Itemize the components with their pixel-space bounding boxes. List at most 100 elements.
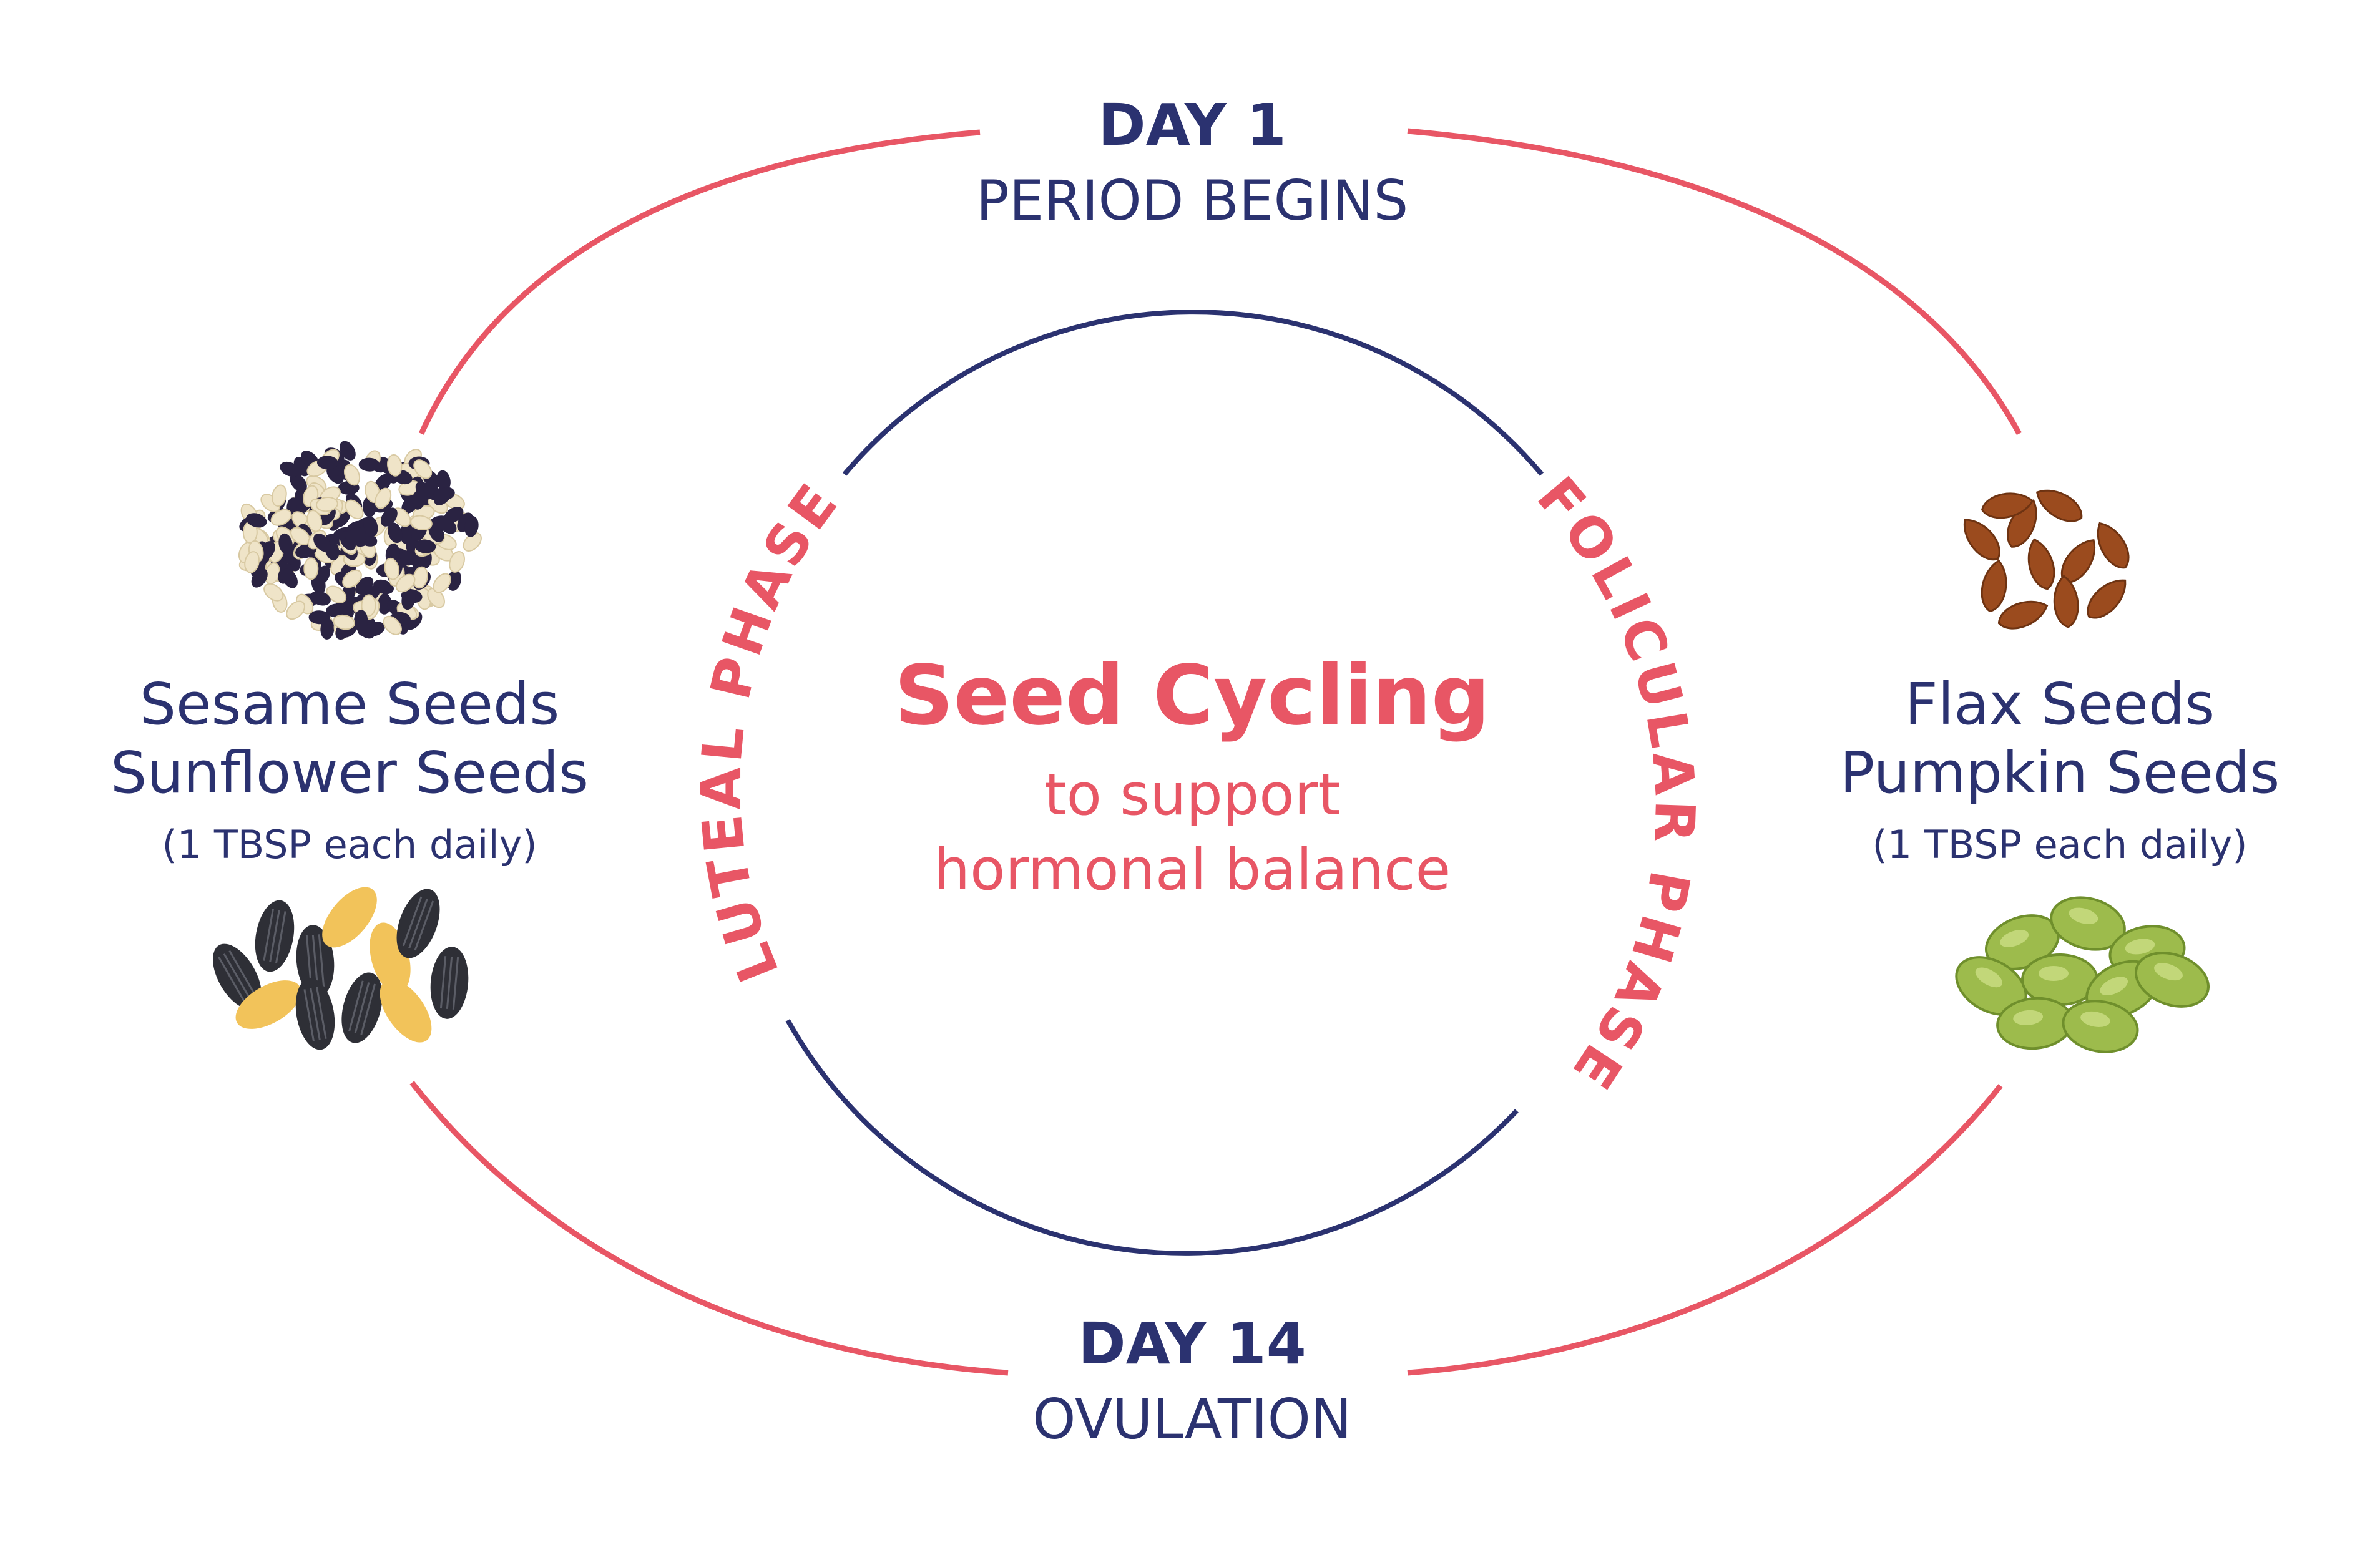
flax-seed bbox=[2087, 579, 2127, 619]
sesame-seed bbox=[413, 459, 433, 479]
sesame-seed bbox=[270, 509, 292, 526]
sesame-seed bbox=[342, 569, 362, 588]
sesame-seed bbox=[313, 533, 331, 552]
sesame-seed bbox=[246, 513, 267, 528]
outer-arc-bottom-right bbox=[1407, 1084, 2003, 1376]
sesame-seed bbox=[286, 600, 306, 620]
pumpkin-seed-highlight bbox=[2013, 1010, 2044, 1026]
sunflower-stripe bbox=[354, 982, 370, 1033]
sesame-seed bbox=[436, 470, 451, 492]
sunflower-stripe bbox=[275, 911, 286, 963]
sunflower-stripe bbox=[303, 989, 315, 1041]
sesame-seed bbox=[364, 622, 385, 636]
pumpkin-seed-highlight bbox=[2100, 977, 2128, 996]
flax-seed bbox=[2027, 538, 2055, 590]
sesame-seed bbox=[361, 594, 376, 617]
sesame-seed bbox=[290, 473, 307, 492]
pumpkin-seed-highlight bbox=[2000, 930, 2029, 947]
flax-seed bbox=[1963, 519, 2000, 561]
sesame-seed bbox=[363, 515, 378, 537]
sunflower-stripe bbox=[360, 983, 376, 1035]
outer-arc-bottom-left bbox=[409, 1081, 1009, 1376]
sesame-seed bbox=[434, 487, 452, 505]
sesame-seed bbox=[310, 591, 331, 606]
sesame-seed bbox=[397, 552, 418, 566]
sesame-seed bbox=[378, 593, 392, 615]
sunflower-stripe bbox=[414, 900, 434, 951]
sesame-seed bbox=[401, 588, 416, 610]
sesame-seed bbox=[381, 507, 398, 527]
left-seed-name-2: Sunflower Seeds bbox=[110, 739, 589, 806]
sesame-seed bbox=[438, 517, 457, 534]
day-14-label: DAY 14 bbox=[1078, 1310, 1306, 1377]
sunflower-stripe bbox=[311, 935, 319, 987]
pumpkin-seed-highlight bbox=[2080, 1011, 2110, 1027]
flax-seeds-icon bbox=[1963, 489, 2130, 630]
sunflower-stripe bbox=[269, 910, 280, 962]
sunflower-kernel bbox=[380, 979, 432, 1043]
sesame-seed bbox=[251, 568, 268, 588]
sesame-seed bbox=[272, 484, 287, 507]
sesame-seed bbox=[278, 533, 293, 555]
sesame-seed bbox=[320, 618, 335, 640]
sesame-seed bbox=[375, 487, 392, 509]
inner-arc-top bbox=[842, 310, 1544, 476]
sesame-seed bbox=[306, 510, 323, 532]
sesame-seed bbox=[384, 557, 400, 580]
sesame-seed bbox=[387, 454, 403, 477]
sunflower-kernel bbox=[235, 980, 301, 1029]
pumpkin-seed-highlight bbox=[2069, 907, 2098, 924]
sunflower-stripe bbox=[263, 909, 274, 961]
sesame-seed bbox=[345, 499, 364, 520]
sesame-seed bbox=[411, 489, 426, 510]
inner-arc-bottom bbox=[785, 1019, 1519, 1256]
sesame-seed bbox=[414, 539, 436, 553]
sunflower-stripe bbox=[408, 899, 428, 948]
pumpkin-seed-highlight bbox=[2039, 966, 2069, 981]
sunflower-stripe bbox=[218, 956, 246, 1003]
sunflower-stripe bbox=[402, 896, 423, 947]
sesame-seed bbox=[333, 614, 356, 630]
right-seed-name-2: Pumpkin Seeds bbox=[1840, 739, 2280, 806]
sunflower-stripe bbox=[446, 957, 453, 1009]
center-subtitle-line2: hormonal balance bbox=[934, 836, 1451, 903]
inner-phase-ring bbox=[785, 310, 1544, 1256]
sesame-seed bbox=[345, 527, 366, 544]
folicular-phase-label: FOLICULAR PHASE bbox=[1525, 465, 1707, 1103]
flax-seed bbox=[2053, 575, 2079, 628]
sunflower-stripe bbox=[348, 980, 364, 1032]
sesame-seed bbox=[433, 573, 451, 593]
left-seed-name-1: Sesame Seeds bbox=[140, 671, 560, 738]
sunflower-kernel bbox=[322, 887, 377, 948]
sunflower-seeds-icon bbox=[213, 887, 469, 1050]
sesame-seed bbox=[463, 532, 482, 552]
sesame-seed bbox=[316, 456, 338, 470]
sesame-seed bbox=[326, 603, 348, 618]
flax-seed bbox=[1981, 492, 2034, 519]
flax-seed bbox=[2035, 489, 2083, 522]
sesame-seed bbox=[354, 610, 368, 631]
right-seed-dose: (1 TBSP each daily) bbox=[1872, 822, 2247, 867]
sunflower-stripe bbox=[439, 956, 447, 1009]
flax-seed bbox=[2097, 522, 2130, 569]
outer-arc-top-right bbox=[1407, 128, 2022, 436]
sesame-seed bbox=[315, 497, 338, 512]
sesame-seed bbox=[383, 615, 402, 635]
right-seed-name-1: Flax Seeds bbox=[1905, 671, 2215, 738]
luteal-phase-label: LUTEAL PHASE bbox=[689, 470, 852, 991]
sesame-seed bbox=[447, 570, 461, 591]
sesame-seed bbox=[340, 441, 356, 461]
pumpkin-seed-highlight bbox=[2154, 963, 2183, 981]
sesame-seed bbox=[449, 550, 465, 573]
sesame-seed bbox=[410, 515, 433, 531]
sesame-seed bbox=[263, 583, 284, 602]
sunflower-stripe bbox=[452, 957, 459, 1010]
sunflower-stripe bbox=[223, 953, 252, 1000]
center-subtitle-line1: to support bbox=[1044, 761, 1341, 828]
outer-arc-top-left bbox=[418, 129, 981, 435]
pumpkin-seed-highlight bbox=[1975, 967, 2002, 988]
sunflower-stripe bbox=[228, 950, 257, 997]
sesame-seed bbox=[464, 515, 479, 537]
sesame-seed bbox=[282, 568, 298, 588]
